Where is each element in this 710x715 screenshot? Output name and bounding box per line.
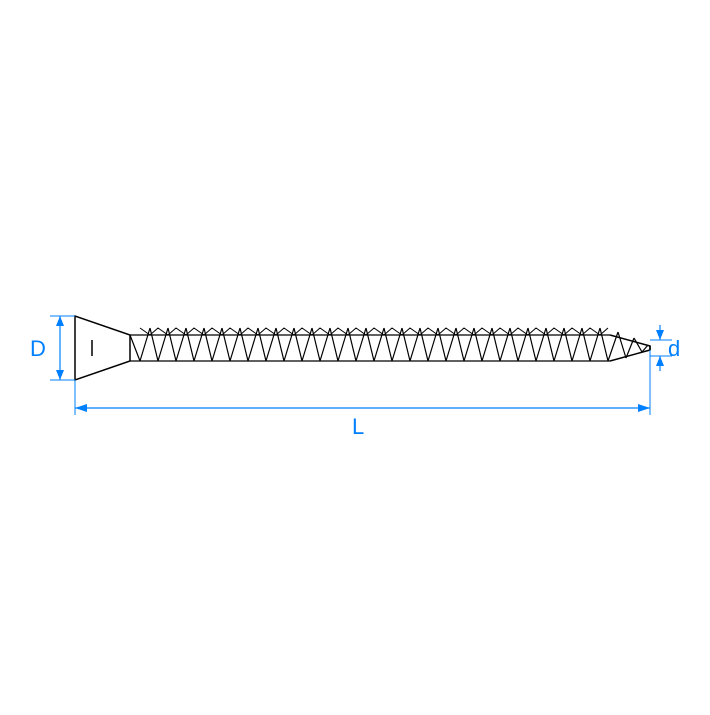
label-D: D	[30, 336, 46, 362]
dimension-L	[75, 404, 650, 412]
label-d: d	[668, 336, 680, 362]
diagram-svg	[0, 0, 710, 710]
dimension-d	[656, 325, 664, 371]
screw-diagram: D d L	[0, 0, 710, 710]
dimension-D	[56, 316, 64, 380]
screw-head	[75, 316, 130, 380]
screw-thread	[130, 328, 650, 361]
label-L: L	[352, 414, 364, 440]
